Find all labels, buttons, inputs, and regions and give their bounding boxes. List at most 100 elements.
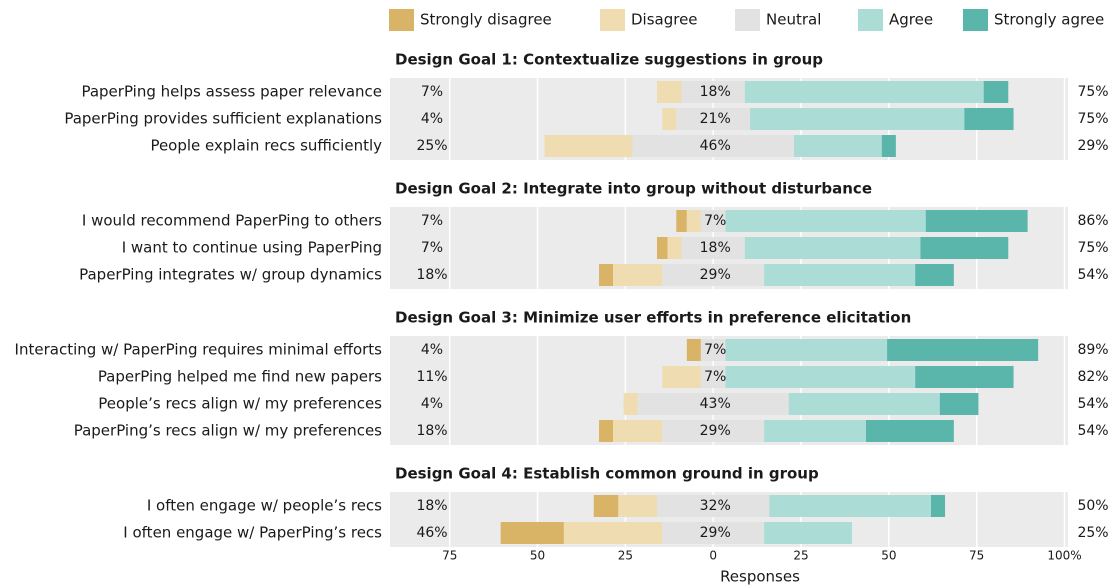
category-label: I want to continue using PaperPing [122,239,382,257]
bar [700,339,726,361]
bar [686,210,701,232]
category-label: PaperPing helped me find new papers [98,368,382,386]
right-label: 54% [1077,423,1108,439]
bar [915,264,954,286]
right-label: 86% [1077,213,1108,229]
bar [667,237,682,259]
left-label: 4% [421,396,443,412]
legend-label: Neutral [766,11,821,29]
bar [681,81,745,103]
group-title: Design Goal 4: Establish common ground i… [395,465,819,483]
x-axis-title: Responses [720,568,800,586]
right-label: 25% [1077,525,1108,541]
bar [662,264,765,286]
bar [983,81,1009,103]
neutral-label: 29% [700,267,731,283]
bar [613,420,663,442]
bar [563,522,663,544]
bar [920,237,1009,259]
bar [764,264,916,286]
legend-label: Disagree [631,11,698,29]
bar [725,366,916,388]
bar [681,237,745,259]
bar [662,366,701,388]
right-label: 82% [1077,369,1108,385]
bar [637,393,789,415]
bar [887,339,1039,361]
bar [613,264,663,286]
legend-label: Strongly disagree [420,11,552,29]
bar [623,393,638,415]
bar [632,135,794,157]
bar [764,522,852,544]
left-label: 4% [421,111,443,127]
bar [599,420,614,442]
bar [964,108,1014,130]
legend-label: Agree [889,11,933,29]
neutral-label: 46% [700,138,731,154]
left-label: 18% [416,267,447,283]
bar [930,495,946,517]
bar [662,522,765,544]
bar [769,495,931,517]
bar [686,339,701,361]
bar [744,81,984,103]
neutral-label: 18% [700,84,731,100]
left-label: 18% [416,423,447,439]
bar [500,522,564,544]
category-label: Interacting w/ PaperPing requires minima… [15,341,383,359]
x-tick-label: 100% [1047,549,1081,563]
left-label: 25% [416,138,447,154]
legend-swatch [600,9,625,31]
left-label: 4% [421,342,443,358]
neutral-label: 32% [700,498,731,514]
bar [662,420,765,442]
left-label: 7% [421,240,443,256]
bar [700,210,726,232]
bar [915,366,1014,388]
x-tick-label: 75 [442,549,457,563]
bar [788,393,940,415]
right-label: 75% [1077,240,1108,256]
bar [656,495,770,517]
bar [725,339,888,361]
bar [725,210,926,232]
category-label: I would recommend PaperPing to others [82,212,382,230]
left-label: 7% [421,84,443,100]
bar [744,237,921,259]
x-tick-label: 25 [793,549,808,563]
neutral-label: 29% [700,525,731,541]
x-tick-label: 50 [530,549,545,563]
bar [866,420,954,442]
right-label: 89% [1077,342,1108,358]
bar [925,210,1028,232]
neutral-label: 29% [700,423,731,439]
legend-swatch [735,9,760,31]
legend-swatch [389,9,414,31]
left-label: 7% [421,213,443,229]
neutral-label: 7% [704,369,726,385]
bar [939,393,979,415]
left-label: 18% [416,498,447,514]
group-title: Design Goal 1: Contextualize suggestions… [395,51,823,69]
bar [656,237,668,259]
category-label: PaperPing helps assess paper relevance [81,83,382,101]
category-label: PaperPing provides sufficient explanatio… [64,110,382,128]
category-label: People explain recs sufficiently [150,137,382,155]
neutral-label: 43% [700,396,731,412]
bar [656,81,682,103]
category-label: I often engage w/ PaperPing’s recs [123,524,382,542]
neutral-label: 7% [704,342,726,358]
bar [544,135,633,157]
x-tick-label: 25 [618,549,633,563]
bar [676,210,687,232]
right-label: 75% [1077,84,1108,100]
bar [676,108,751,130]
bar [599,264,614,286]
category-label: PaperPing integrates w/ group dynamics [79,266,382,284]
bar [793,135,882,157]
bar [593,495,619,517]
category-label: I often engage w/ people’s recs [147,497,382,515]
legend-swatch [963,9,988,31]
right-label: 54% [1077,267,1108,283]
